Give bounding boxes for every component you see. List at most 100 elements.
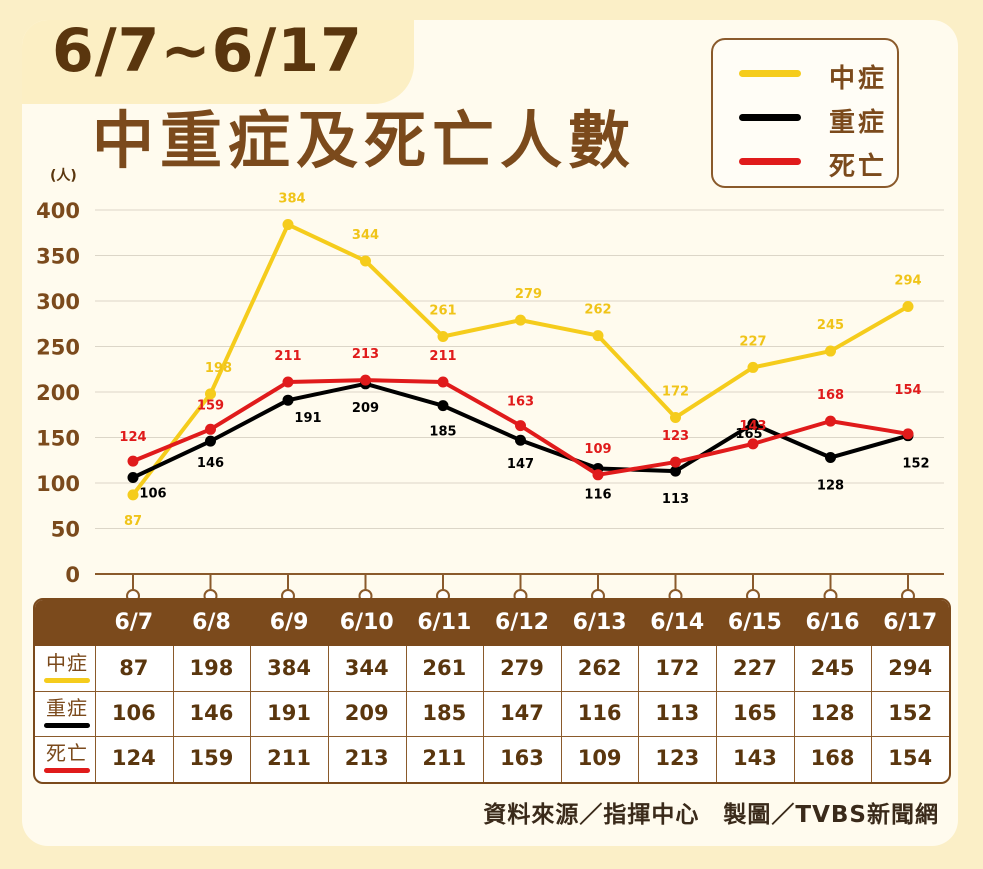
table-divider <box>250 646 252 782</box>
data-label: 128 <box>817 479 844 494</box>
data-label: 152 <box>902 457 929 472</box>
chart-title: 中重症及死亡人數 <box>92 104 637 177</box>
y-tick-label: 300 <box>36 290 80 314</box>
table-cell: 143 <box>732 746 777 770</box>
table-row-label: 死亡 <box>39 741 95 773</box>
data-label: 198 <box>205 361 232 376</box>
table-cell: 147 <box>500 701 544 725</box>
data-label: 213 <box>352 347 379 362</box>
table-column-header: 6/10 <box>339 610 394 635</box>
data-label: 168 <box>817 388 844 403</box>
table-column-header: 6/12 <box>495 610 549 635</box>
legend-item-moderate: 中症 <box>739 58 889 94</box>
table-column-header: 6/15 <box>727 610 782 635</box>
data-label: 109 <box>584 442 611 457</box>
table-cell: 109 <box>577 746 622 770</box>
data-point <box>825 415 836 427</box>
y-tick-label: 100 <box>36 472 80 496</box>
data-label: 172 <box>662 384 689 399</box>
data-point <box>670 411 681 423</box>
y-tick-label: 250 <box>36 336 80 360</box>
table-cell: 165 <box>732 701 777 725</box>
table-cell: 87 <box>119 656 149 680</box>
table-cell: 344 <box>344 656 389 680</box>
legend-swatch-moderate <box>739 70 801 77</box>
table-cell: 152 <box>888 701 933 725</box>
data-label: 159 <box>197 398 224 413</box>
table-cell: 211 <box>422 746 467 770</box>
table-column-header: 6/13 <box>572 610 627 635</box>
table-divider <box>871 646 873 782</box>
table-cell: 227 <box>732 656 777 680</box>
table-row-label-text: 重症 <box>46 696 88 720</box>
table-cell: 106 <box>111 701 156 725</box>
table-divider <box>638 646 640 782</box>
table-cell: 213 <box>344 746 389 770</box>
table-row-swatch <box>44 723 90 728</box>
table-divider <box>327 646 329 782</box>
table-divider <box>95 646 96 782</box>
data-point <box>127 472 139 484</box>
table-cell: 128 <box>810 701 855 725</box>
data-label: 227 <box>739 334 766 349</box>
y-tick-label: 400 <box>36 199 80 223</box>
table-column-header: 6/9 <box>269 610 309 635</box>
data-point <box>902 300 914 312</box>
data-point <box>515 420 526 432</box>
data-point <box>437 376 449 388</box>
data-point <box>747 361 759 373</box>
table-header-row <box>35 600 949 646</box>
table-cell: 261 <box>422 656 467 680</box>
data-label: 113 <box>662 492 689 507</box>
data-label: 294 <box>894 273 921 288</box>
data-point <box>515 314 526 326</box>
date-range: 6/7~6/17 <box>52 16 363 86</box>
data-label: 146 <box>197 456 224 471</box>
table-cell: 172 <box>655 656 700 680</box>
data-label: 209 <box>352 401 379 416</box>
data-point <box>437 400 449 412</box>
data-label: 261 <box>429 303 456 318</box>
data-label: 143 <box>739 419 766 434</box>
data-point <box>205 388 216 400</box>
table-cell: 279 <box>500 656 544 680</box>
data-point <box>127 455 139 467</box>
table-row-label-text: 死亡 <box>46 741 88 765</box>
table-cell: 159 <box>189 746 234 770</box>
table-divider <box>35 691 949 692</box>
data-point <box>592 469 604 481</box>
data-point <box>825 345 836 357</box>
data-label: 262 <box>584 303 611 318</box>
legend-swatch-severe <box>739 114 801 121</box>
data-point <box>205 423 216 435</box>
table-divider <box>793 646 795 782</box>
table-cell: 294 <box>888 656 933 680</box>
data-point <box>127 489 139 501</box>
data-label: 245 <box>817 318 844 333</box>
legend-swatch-death <box>739 158 801 165</box>
legend-item-death: 死亡 <box>739 146 889 182</box>
table-row-swatch <box>44 768 90 773</box>
table-column-header: 6/14 <box>650 610 705 635</box>
table-column-header: 6/17 <box>883 610 938 635</box>
data-label: 124 <box>119 430 146 445</box>
table-cell: 245 <box>810 656 855 680</box>
data-point <box>282 376 294 388</box>
table-divider <box>716 646 718 782</box>
y-tick-label: 50 <box>51 518 80 542</box>
table-cell: 191 <box>267 701 311 725</box>
y-axis-unit: (人) <box>50 168 77 184</box>
data-label: 191 <box>294 411 321 426</box>
table-cell: 198 <box>189 656 234 680</box>
source-credit: 資料來源／指揮中心 製圖／TVBS新聞網 <box>483 802 939 828</box>
data-label: 147 <box>507 457 534 472</box>
table-cell: 163 <box>500 746 544 770</box>
data-point <box>282 219 294 231</box>
data-point <box>747 438 759 450</box>
data-point <box>205 435 216 447</box>
data-label: 116 <box>584 487 611 502</box>
data-point <box>515 434 526 446</box>
table-divider <box>405 646 407 782</box>
table-cell: 185 <box>422 701 467 725</box>
